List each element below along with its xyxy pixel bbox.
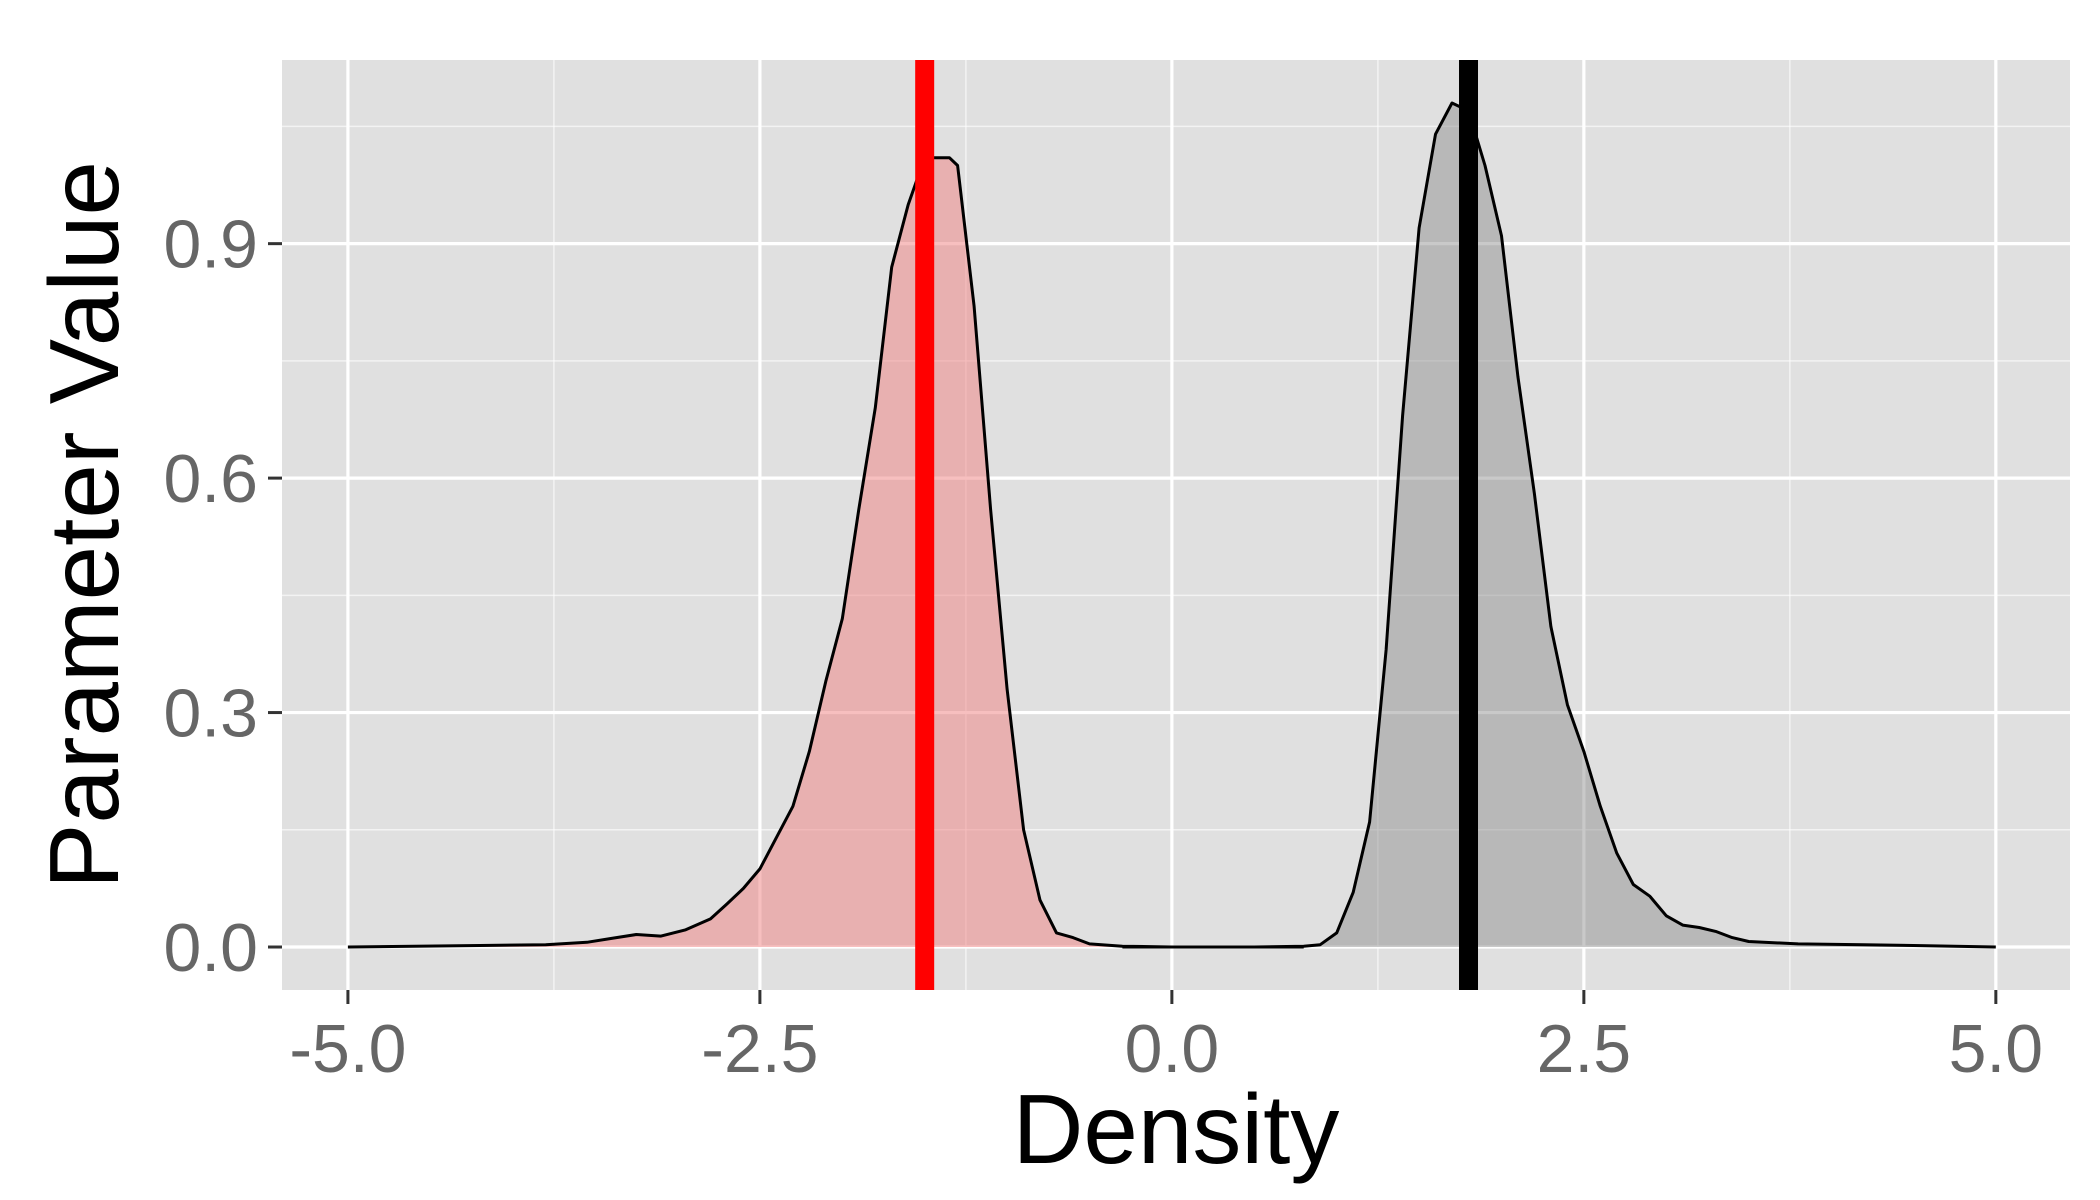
reference-lines — [915, 60, 1479, 990]
density-area-2 — [1122, 103, 1996, 947]
density-curve-1 — [347, 156, 1304, 949]
x-tick-label: 5.0 — [1949, 1011, 2044, 1087]
density-area-1 — [347, 157, 1304, 947]
density-areas — [347, 101, 1996, 949]
tick-labels: -5.0 -2.5 0.0 2.5 5.0 0.0 0.3 0.6 0.9 — [163, 207, 2043, 1087]
x-tick-label: 0.0 — [1125, 1011, 1220, 1087]
x-tick-label: 2.5 — [1537, 1011, 1632, 1087]
x-tick-label: -2.5 — [701, 1011, 818, 1087]
y-tick-label: 0.9 — [163, 207, 258, 283]
density-curve-2 — [1122, 101, 1996, 949]
y-axis-title: Parameter Value — [29, 161, 139, 889]
plot-panel-background — [282, 60, 2070, 990]
minor-gridlines — [282, 60, 2070, 990]
x-tick-label: -5.0 — [289, 1011, 406, 1087]
x-axis-title: Density — [1013, 1074, 1340, 1184]
y-tick-label: 0.6 — [163, 441, 258, 517]
y-tick-label: 0.0 — [163, 910, 258, 986]
y-tick-label: 0.3 — [163, 676, 258, 752]
axis-ticks — [268, 242, 1998, 1004]
